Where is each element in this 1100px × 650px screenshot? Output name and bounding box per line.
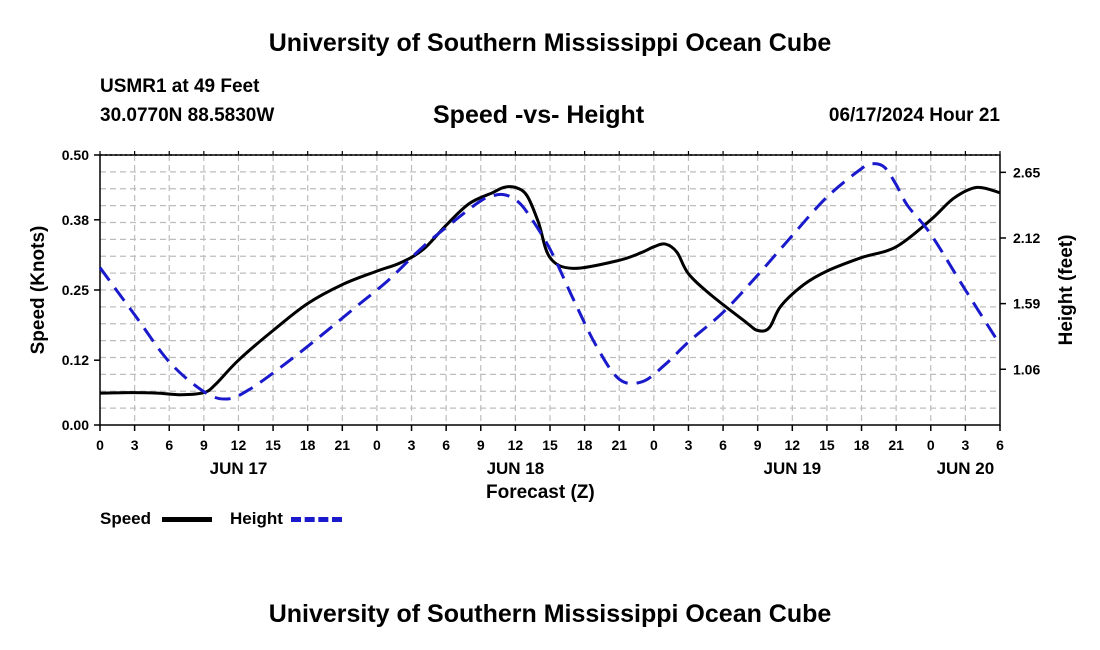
- y-tick-label: 0.12: [62, 352, 89, 368]
- x-tick-label: 21: [888, 437, 904, 453]
- legend-swatch-height: [291, 517, 342, 522]
- x-tick-label: 18: [577, 437, 593, 453]
- x-tick-label: 21: [335, 437, 351, 453]
- station-label: USMR1 at 49 Feet: [100, 76, 260, 97]
- x-tick-label: 12: [508, 437, 524, 453]
- footer-title: University of Southern Mississippi Ocean…: [268, 600, 832, 628]
- date-label: JUN 17: [210, 459, 268, 478]
- y2-axis-label: Height (feet): [1056, 235, 1077, 346]
- y2-tick-label: 2.12: [1013, 230, 1040, 246]
- date-label: JUN 19: [763, 459, 821, 478]
- y-tick-label: 0.00: [62, 417, 89, 433]
- x-tick-label: 6: [719, 437, 727, 453]
- x-tick-label: 3: [685, 437, 693, 453]
- x-tick-label: 3: [131, 437, 139, 453]
- x-tick-label: 9: [754, 437, 762, 453]
- chart-title: Speed -vs- Height: [433, 101, 645, 129]
- y-tick-label: 0.38: [62, 212, 89, 228]
- x-tick-label: 18: [300, 437, 316, 453]
- speed-series-line: [99, 185, 1001, 397]
- x-tick-label: 12: [785, 437, 801, 453]
- date-label: JUN 20: [937, 459, 995, 478]
- y2-tick-label: 1.59: [1013, 296, 1040, 312]
- x-tick-label: 15: [265, 437, 281, 453]
- page-title: University of Southern Mississippi Ocean…: [268, 29, 832, 57]
- x-tick-label: 6: [442, 437, 450, 453]
- legend-swatch-speed: [162, 517, 212, 522]
- y-axis-label: Speed (Knots): [28, 226, 49, 355]
- x-tick-label: 0: [373, 437, 381, 453]
- datetime-label: 06/17/2024 Hour 21: [828, 105, 1000, 126]
- y2-tick-label: 2.65: [1013, 164, 1040, 180]
- x-tick-label: 18: [854, 437, 870, 453]
- x-tick-label: 3: [961, 437, 969, 453]
- coordinates-label: 30.0770N 88.5830W: [100, 105, 275, 126]
- x-tick-label: 0: [96, 437, 104, 453]
- x-tick-label: 15: [542, 437, 558, 453]
- y-tick-label: 0.25: [62, 282, 89, 298]
- x-tick-label: 12: [231, 437, 247, 453]
- x-tick-label: 6: [996, 437, 1004, 453]
- x-tick-label: 6: [165, 437, 173, 453]
- x-tick-label: 3: [408, 437, 416, 453]
- date-label: JUN 18: [487, 459, 545, 478]
- legend-label-height: Height: [230, 509, 283, 528]
- legend-label-speed: Speed: [100, 509, 152, 528]
- x-tick-label: 0: [650, 437, 658, 453]
- x-tick-label: 9: [200, 437, 208, 453]
- y2-tick-label: 1.06: [1013, 361, 1040, 377]
- height-series-line: [98, 162, 1002, 401]
- x-axis-label: Forecast (Z): [486, 482, 595, 503]
- y-tick-label: 0.50: [62, 147, 89, 163]
- x-tick-label: 21: [611, 437, 627, 453]
- x-tick-label: 9: [477, 437, 485, 453]
- x-tick-label: 15: [819, 437, 835, 453]
- x-tick-label: 0: [927, 437, 935, 453]
